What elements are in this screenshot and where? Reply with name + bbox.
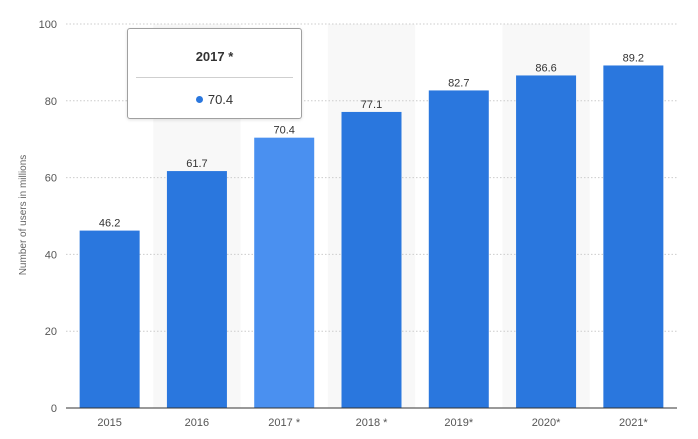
x-tick-label: 2015 bbox=[97, 417, 121, 429]
y-axis-tick-labels: 0 20 40 60 80 100 bbox=[39, 19, 57, 415]
x-tick-label: 2018 * bbox=[356, 417, 389, 429]
data-label: 46.2 bbox=[99, 218, 120, 230]
y-tick-label: 80 bbox=[45, 96, 57, 108]
bar bbox=[79, 230, 140, 408]
tooltip-value: 70.4 bbox=[207, 92, 234, 107]
y-tick-label: 60 bbox=[45, 173, 57, 185]
data-label: 86.6 bbox=[535, 62, 556, 74]
bar bbox=[166, 171, 227, 408]
data-label: 61.7 bbox=[186, 158, 207, 170]
data-labels: 46.2 61.7 70.4 77.1 82.7 86.6 89.2 bbox=[99, 52, 644, 229]
data-label: 70.4 bbox=[274, 125, 295, 137]
bar bbox=[603, 65, 664, 409]
data-label: 82.7 bbox=[448, 77, 469, 89]
bars bbox=[79, 65, 664, 409]
bar bbox=[254, 137, 315, 408]
bar bbox=[428, 90, 489, 408]
y-tick-label: 100 bbox=[39, 19, 57, 31]
data-label: 89.2 bbox=[623, 52, 644, 64]
x-tick-label: 2016 bbox=[185, 417, 209, 429]
y-tick-label: 20 bbox=[45, 326, 57, 338]
y-axis-title: Number of users in millions bbox=[18, 155, 29, 276]
x-tick-label: 2019* bbox=[444, 417, 473, 429]
series-dot-icon bbox=[195, 96, 203, 103]
y-tick-label: 0 bbox=[51, 403, 57, 415]
tooltip-title: 2017 * bbox=[195, 49, 234, 64]
tooltip: 2017 * 70.4 bbox=[127, 28, 302, 119]
y-tick-label: 40 bbox=[45, 249, 57, 261]
bar bbox=[341, 111, 402, 408]
data-label: 77.1 bbox=[361, 99, 382, 111]
tooltip-divider bbox=[136, 77, 293, 78]
x-tick-label: 2017 * bbox=[268, 417, 301, 429]
x-tick-label: 2020* bbox=[532, 417, 561, 429]
bar bbox=[516, 75, 577, 409]
x-axis-tick-labels: 2015 2016 2017 * 2018 * 2019* 2020* 2021* bbox=[97, 417, 648, 429]
tooltip-value-row: 70.4 bbox=[128, 92, 301, 107]
x-tick-label: 2021* bbox=[619, 417, 648, 429]
